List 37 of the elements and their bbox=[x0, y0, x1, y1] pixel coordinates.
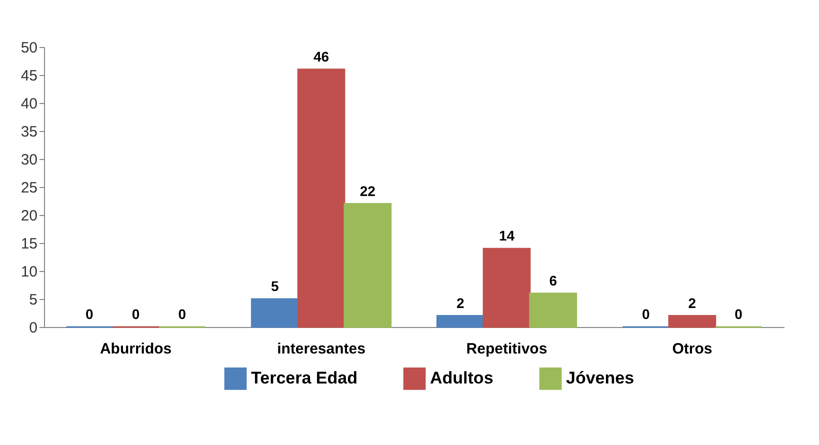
data-label: 14 bbox=[498, 228, 515, 244]
y-tick-label: 5 bbox=[29, 292, 38, 308]
data-label: 2 bbox=[688, 294, 696, 311]
data-label: 46 bbox=[313, 48, 330, 64]
bar bbox=[344, 203, 392, 328]
y-tick-label: 50 bbox=[20, 40, 38, 56]
y-tick-label: 15 bbox=[20, 236, 38, 252]
legend-label: Tercera Edad bbox=[251, 368, 358, 388]
y-tick-label: 35 bbox=[20, 124, 38, 140]
data-label: 5 bbox=[271, 278, 280, 294]
y-tick-label: 0 bbox=[29, 320, 38, 336]
data-label: 0 bbox=[86, 306, 94, 322]
bar bbox=[668, 315, 716, 328]
bar bbox=[529, 292, 578, 328]
bar bbox=[482, 248, 531, 328]
data-label: 0 bbox=[642, 306, 650, 322]
data-label: 6 bbox=[549, 272, 558, 288]
y-tick-label: 10 bbox=[20, 264, 38, 280]
bar bbox=[250, 298, 299, 328]
y-tick-label: 25 bbox=[20, 180, 38, 196]
legend-label: Adultos bbox=[430, 368, 494, 388]
legend-label: Jóvenes bbox=[566, 368, 634, 388]
data-label: 22 bbox=[360, 182, 376, 199]
x-tick-label: Aburridos bbox=[100, 340, 172, 358]
data-label: 2 bbox=[456, 294, 464, 311]
x-tick-label: Repetitivos bbox=[466, 340, 548, 358]
y-tick-label: 45 bbox=[20, 68, 38, 84]
x-tick-label: Otros bbox=[672, 340, 712, 358]
x-tick-label: interesantes bbox=[277, 340, 366, 358]
data-label: 0 bbox=[178, 306, 186, 322]
bar bbox=[297, 68, 346, 328]
data-label: 0 bbox=[132, 306, 140, 322]
y-tick-label: 40 bbox=[20, 96, 38, 112]
data-label: 0 bbox=[734, 306, 743, 322]
y-tick-label: 20 bbox=[20, 208, 38, 224]
y-tick-label: 30 bbox=[20, 152, 38, 168]
bar bbox=[436, 315, 484, 328]
